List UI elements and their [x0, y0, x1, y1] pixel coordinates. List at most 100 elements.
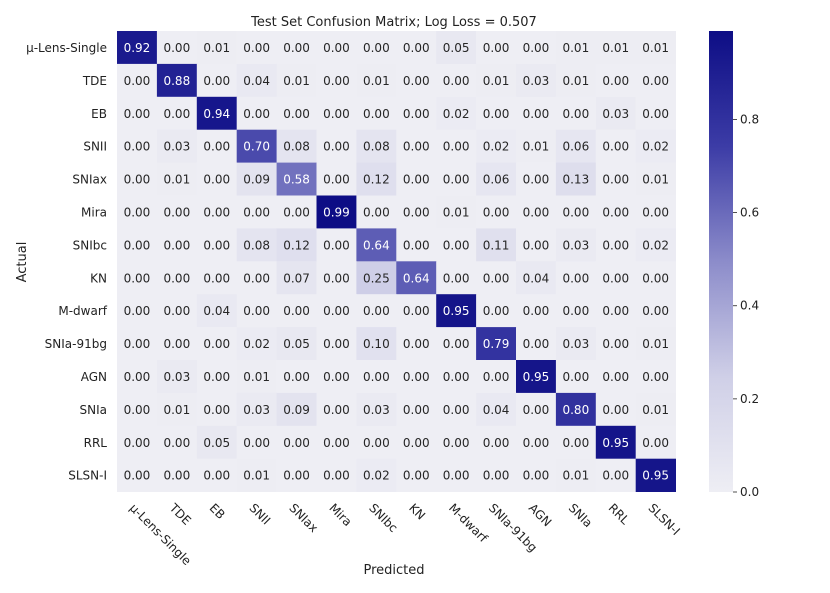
- heatmap-cell: [156, 392, 198, 427]
- cell-value-label: 0.00: [403, 107, 430, 121]
- cell-value-label: 0.00: [562, 436, 589, 450]
- heatmap-cell: [436, 458, 477, 492]
- cell-value-label: 0.00: [363, 107, 390, 121]
- heatmap-cell: [316, 31, 357, 65]
- cell-value-label: 0.03: [523, 74, 550, 88]
- heatmap-cell: [236, 96, 277, 131]
- heatmap-cell: [356, 63, 397, 98]
- heatmap-cell: [396, 228, 437, 262]
- cell-value-label: 0.70: [243, 140, 270, 154]
- heatmap-cell: [476, 228, 517, 262]
- heatmap-cell: [117, 63, 158, 98]
- cell-value-label: 0.00: [443, 74, 470, 88]
- cell-value-label: 0.00: [602, 271, 629, 285]
- x-axis-label: Predicted: [363, 563, 424, 578]
- heatmap-cell: [595, 63, 637, 98]
- heatmap-cell: [476, 96, 517, 131]
- heatmap-cell: [356, 129, 397, 163]
- x-tick-label: AGN: [526, 501, 554, 529]
- cell-value-label: 0.00: [523, 205, 550, 219]
- heatmap-cell: [436, 425, 477, 460]
- heatmap-cell: [516, 162, 557, 196]
- cell-value-label: 0.00: [443, 271, 470, 285]
- cell-value-label: 0.02: [363, 469, 390, 483]
- cell-value-label: 0.12: [283, 238, 310, 252]
- cell-value-label: 0.01: [642, 41, 669, 55]
- heatmap-cell: [117, 261, 158, 295]
- cell-value-label: 0.02: [642, 140, 669, 154]
- y-tick-label: KN: [90, 271, 107, 285]
- heatmap-cell: [236, 261, 277, 295]
- heatmap-cell: [595, 327, 637, 361]
- heatmap-cell: [635, 327, 676, 361]
- heatmap-cell: [316, 294, 357, 328]
- heatmap-cell: [476, 129, 517, 163]
- heatmap-cell: [156, 195, 198, 229]
- heatmap-cell: [356, 458, 397, 492]
- cell-value-label: 0.00: [203, 370, 230, 384]
- heatmap-cell: [276, 195, 317, 229]
- heatmap-cell: [476, 63, 517, 98]
- cell-value-label: 0.00: [323, 436, 350, 450]
- heatmap-cell: [156, 96, 198, 131]
- heatmap-cell: [595, 96, 637, 131]
- y-tick-label: SNII: [83, 140, 107, 154]
- heatmap-cell: [276, 261, 317, 295]
- cell-value-label: 0.00: [483, 271, 510, 285]
- heatmap-cell: [396, 294, 437, 328]
- cell-value-label: 0.02: [483, 140, 510, 154]
- heatmap-cell: [156, 63, 198, 98]
- cell-value-label: 0.01: [283, 74, 310, 88]
- cell-value-label: 0.00: [323, 238, 350, 252]
- cell-value-label: 0.00: [243, 304, 270, 318]
- heatmap-cell: [595, 162, 637, 196]
- heatmap-cell: [396, 327, 437, 361]
- cell-value-label: 0.00: [642, 304, 669, 318]
- cell-value-label: 0.00: [562, 370, 589, 384]
- x-tick-label: Mira: [326, 501, 354, 529]
- cell-value-label: 0.00: [323, 403, 350, 417]
- heatmap-cell: [516, 392, 557, 427]
- heatmap-cell: [356, 360, 397, 394]
- heatmap-cell: [117, 31, 158, 65]
- cell-value-label: 0.03: [163, 140, 190, 154]
- heatmap-cell: [276, 392, 317, 427]
- heatmap-cell: [117, 458, 158, 492]
- cell-value-label: 0.00: [124, 436, 151, 450]
- heatmap-cell: [236, 228, 277, 262]
- heatmap-cell: [516, 31, 557, 65]
- heatmap-cell: [196, 327, 238, 361]
- heatmap-cell: [156, 129, 198, 163]
- x-tick-label: M-dwarf: [446, 501, 491, 546]
- heatmap-cell: [635, 261, 676, 295]
- cell-value-label: 0.00: [523, 403, 550, 417]
- cell-value-label: 0.01: [203, 41, 230, 55]
- heatmap-cell: [555, 195, 597, 229]
- y-tick-label: RRL: [84, 436, 108, 450]
- heatmap-cell: [555, 261, 597, 295]
- heatmap-cell: [316, 162, 357, 196]
- cell-value-label: 0.00: [403, 173, 430, 187]
- heatmap-cells: 0.92 0.00 0.01 0.00 0.00 0.00 0.00 0.00 0.05 0.00…: [117, 31, 676, 492]
- cell-value-label: 0.01: [562, 469, 589, 483]
- cell-value-label: 0.92: [124, 41, 151, 55]
- heatmap-cell: [555, 162, 597, 196]
- heatmap-cell: [236, 327, 277, 361]
- cell-value-label: 0.00: [163, 304, 190, 318]
- x-tick-label: TDE: [166, 500, 194, 528]
- cell-value-label: 0.00: [323, 271, 350, 285]
- heatmap-cell: [555, 327, 597, 361]
- cell-value-label: 0.00: [523, 469, 550, 483]
- cell-value-label: 0.64: [363, 238, 390, 252]
- colorbar-ticks: 0.0 0.2 0.4 0.6 0.8: [733, 112, 759, 499]
- cell-value-label: 0.00: [523, 337, 550, 351]
- cell-value-label: 0.01: [642, 173, 669, 187]
- cell-value-label: 0.00: [443, 469, 470, 483]
- cell-value-label: 0.00: [363, 436, 390, 450]
- heatmap-cell: [516, 458, 557, 492]
- heatmap-cell: [396, 425, 437, 460]
- heatmap-cell: [117, 327, 158, 361]
- cell-value-label: 0.00: [323, 107, 350, 121]
- heatmap-cell: [356, 392, 397, 427]
- cell-value-label: 0.80: [562, 403, 589, 417]
